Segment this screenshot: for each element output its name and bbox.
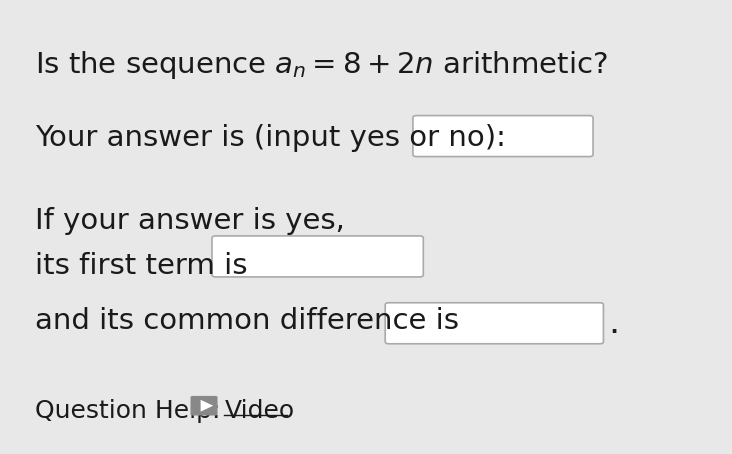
FancyBboxPatch shape (212, 236, 423, 277)
Polygon shape (201, 400, 213, 412)
Text: Is the sequence $a_n = 8 + 2n$ arithmetic?: Is the sequence $a_n = 8 + 2n$ arithmeti… (35, 49, 608, 81)
Text: If your answer is yes,: If your answer is yes, (35, 207, 346, 235)
Text: its first term is: its first term is (35, 252, 248, 280)
FancyBboxPatch shape (190, 396, 217, 415)
Text: .: . (608, 306, 619, 340)
FancyBboxPatch shape (413, 116, 593, 157)
FancyBboxPatch shape (385, 303, 603, 344)
Text: Question Help:: Question Help: (35, 399, 221, 423)
Text: Your answer is (input yes or no):: Your answer is (input yes or no): (35, 124, 507, 153)
Text: Video: Video (225, 399, 294, 423)
Text: and its common difference is: and its common difference is (35, 307, 460, 335)
